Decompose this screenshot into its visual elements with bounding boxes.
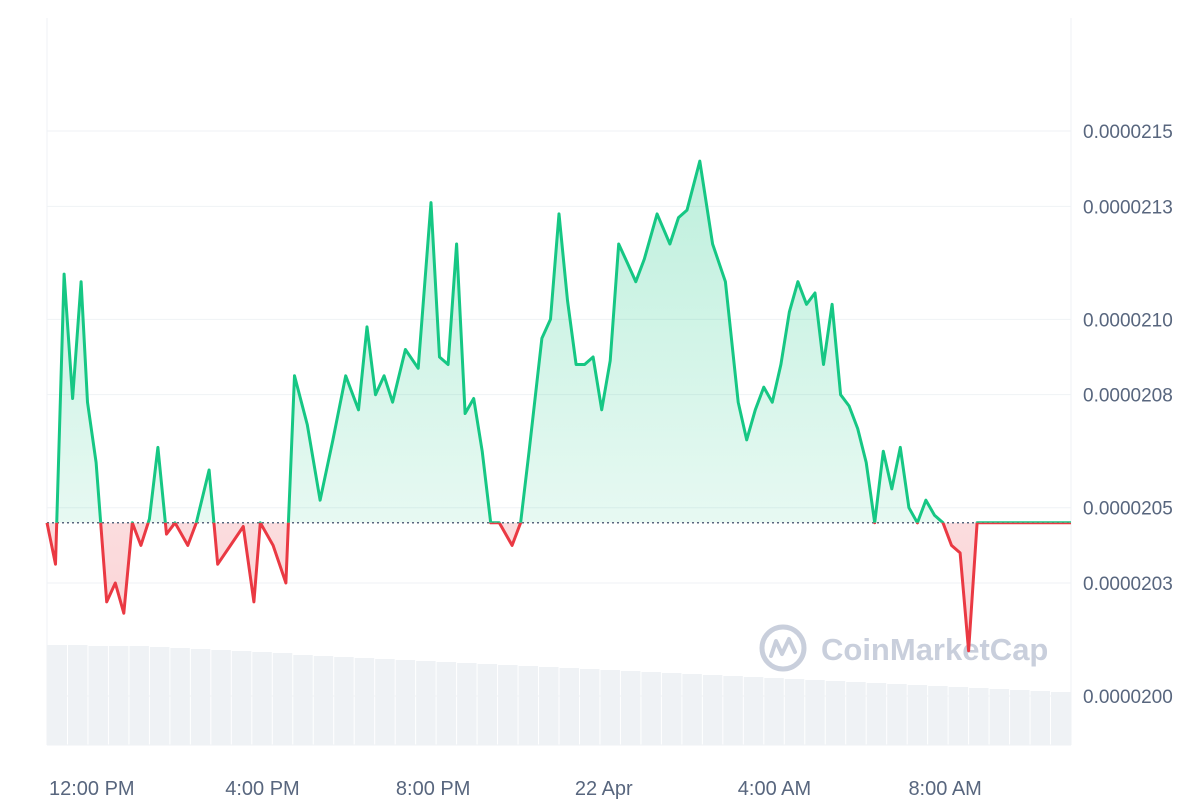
- x-tick-label: 12:00 PM: [49, 778, 135, 800]
- x-tick-label: 22 Apr: [575, 778, 633, 800]
- volume-bar: [67, 645, 88, 745]
- volume-bar: [723, 676, 743, 745]
- volume-bar: [866, 683, 887, 745]
- volume-bar: [989, 689, 1010, 745]
- volume-bar: [313, 656, 334, 745]
- price-line-up[interactable]: [47, 159, 1071, 651]
- volume-bar: [784, 679, 805, 745]
- volume-bar: [88, 646, 108, 745]
- volume-bar: [416, 661, 436, 745]
- volume-bar: [498, 665, 518, 745]
- volume-bar: [211, 650, 231, 745]
- volume-bar: [395, 660, 416, 745]
- volume-bar: [805, 680, 825, 745]
- volume-bar: [272, 653, 293, 745]
- volume-bar: [518, 666, 539, 745]
- x-axis: 12:00 PM 4:00 PM 8:00 PM 22 Apr 4:00 AM 8:00 …: [49, 778, 982, 800]
- volume-bar: [620, 671, 641, 745]
- coinmarketcap-logo-wave: [769, 637, 797, 658]
- area-fill-up: [56, 161, 943, 523]
- volume-bar: [252, 652, 272, 745]
- coinmarketcap-watermark: CoinMarketCap: [759, 624, 1048, 672]
- volume-bar: [539, 667, 559, 745]
- x-tick-label: 8:00 AM: [908, 778, 981, 800]
- volume-bar: [928, 686, 948, 745]
- volume-bar: [436, 662, 457, 745]
- volume-bar: [887, 684, 907, 745]
- volume-bar: [457, 663, 477, 745]
- y-tick-label: 0.0000215: [1083, 122, 1173, 143]
- y-axis: 0.0000215 0.0000213 0.0000210 0.0000208 0.00…: [1083, 122, 1173, 708]
- volume-bar: [354, 658, 375, 745]
- volume-bar: [846, 682, 866, 745]
- volume-bar: [702, 675, 723, 745]
- volume-bar: [1051, 692, 1071, 745]
- y-tick-label: 0.0000205: [1083, 499, 1173, 520]
- volume-bar: [375, 659, 395, 745]
- volume-bar: [129, 646, 149, 745]
- y-tick-label: 0.0000203: [1083, 574, 1173, 595]
- volume-bar: [641, 672, 661, 745]
- y-tick-label: 0.0000213: [1083, 197, 1173, 218]
- volume-bar: [661, 673, 682, 745]
- volume-bar: [825, 681, 846, 745]
- volume-bar: [559, 668, 579, 745]
- volume-bar: [293, 655, 313, 745]
- volume-bar: [600, 670, 620, 745]
- x-tick-label: 4:00 PM: [225, 778, 299, 800]
- volume-bar: [47, 645, 67, 745]
- y-tick-label: 0.0000210: [1083, 310, 1173, 331]
- volume-bar: [907, 685, 928, 745]
- volume-bar: [1010, 690, 1030, 745]
- volume-bar: [1030, 691, 1051, 745]
- x-tick-label: 8:00 PM: [396, 778, 470, 800]
- coinmarketcap-logo-icon: [759, 624, 807, 672]
- x-tick-label: 4:00 AM: [738, 778, 811, 800]
- y-tick-label: 0.0000200: [1083, 687, 1173, 708]
- volume-bars: [47, 645, 1071, 745]
- volume-bar: [108, 646, 129, 745]
- volume-bar: [682, 674, 702, 745]
- volume-bar: [477, 664, 498, 745]
- watermark-text: CoinMarketCap: [821, 632, 1048, 667]
- volume-bar: [743, 677, 764, 745]
- volume-bar: [969, 688, 989, 745]
- volume-bar: [334, 657, 354, 745]
- volume-bar: [231, 651, 252, 745]
- volume-bar: [190, 649, 211, 745]
- volume-bar: [948, 687, 969, 745]
- volume-bar: [170, 648, 190, 745]
- volume-bar: [579, 669, 600, 745]
- volume-bar: [764, 678, 784, 745]
- y-tick-label: 0.0000208: [1083, 386, 1173, 407]
- volume-bar: [149, 647, 170, 745]
